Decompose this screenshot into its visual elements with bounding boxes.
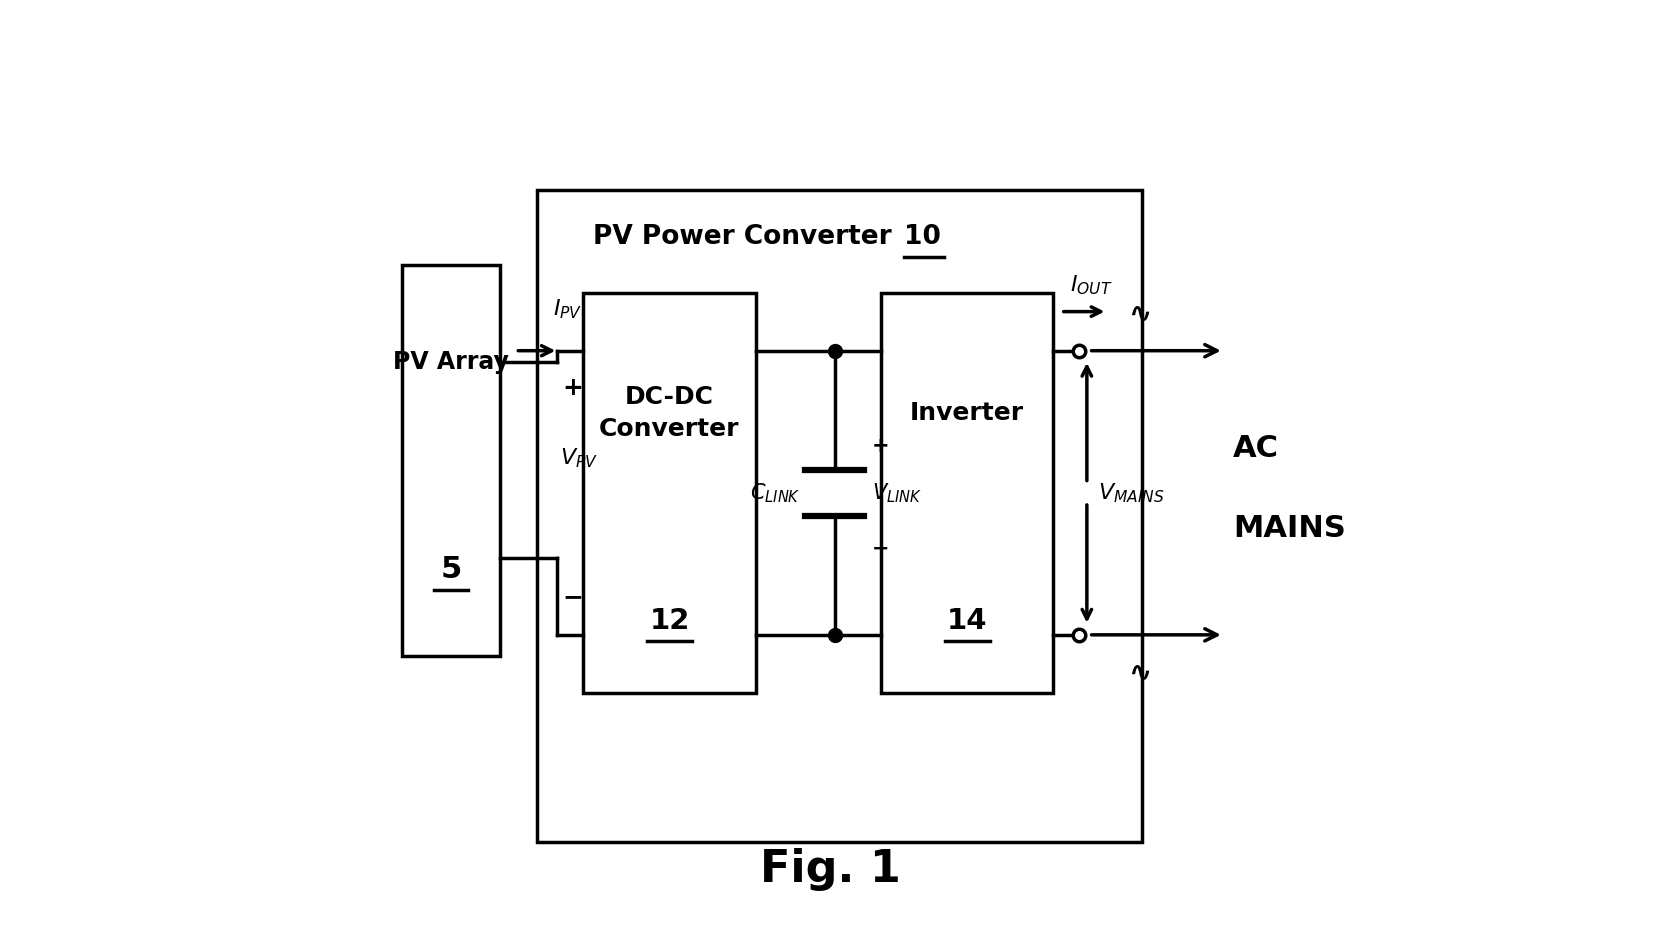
Text: ∿: ∿: [1129, 658, 1152, 686]
Text: −: −: [872, 539, 890, 559]
Text: $I_{OUT}$: $I_{OUT}$: [1071, 274, 1112, 298]
Text: $C_{LINK}$: $C_{LINK}$: [750, 481, 800, 504]
Text: $V_{MAINS}$: $V_{MAINS}$: [1097, 481, 1165, 504]
Text: 12: 12: [649, 607, 689, 635]
Text: +: +: [563, 376, 583, 400]
Text: $V_{PV}$: $V_{PV}$: [559, 446, 598, 470]
Text: +: +: [872, 437, 890, 456]
Text: 10: 10: [905, 223, 941, 250]
Text: ∿: ∿: [1129, 300, 1152, 328]
Text: 14: 14: [946, 607, 988, 635]
Text: AC: AC: [1233, 434, 1278, 463]
Bar: [536, 191, 1142, 841]
Text: DC-DC
Converter: DC-DC Converter: [599, 385, 740, 440]
Text: Inverter: Inverter: [910, 401, 1024, 424]
Text: Fig. 1: Fig. 1: [760, 848, 900, 891]
Bar: [881, 293, 1054, 693]
Text: 5: 5: [440, 555, 461, 584]
Bar: [402, 265, 500, 655]
Bar: [583, 293, 755, 693]
Text: −: −: [563, 586, 583, 609]
Text: PV Power Converter: PV Power Converter: [593, 223, 900, 250]
Text: MAINS: MAINS: [1233, 514, 1346, 543]
Text: $V_{LINK}$: $V_{LINK}$: [872, 481, 921, 504]
Text: $I_{PV}$: $I_{PV}$: [553, 297, 583, 320]
Text: PV Array: PV Array: [393, 350, 508, 375]
